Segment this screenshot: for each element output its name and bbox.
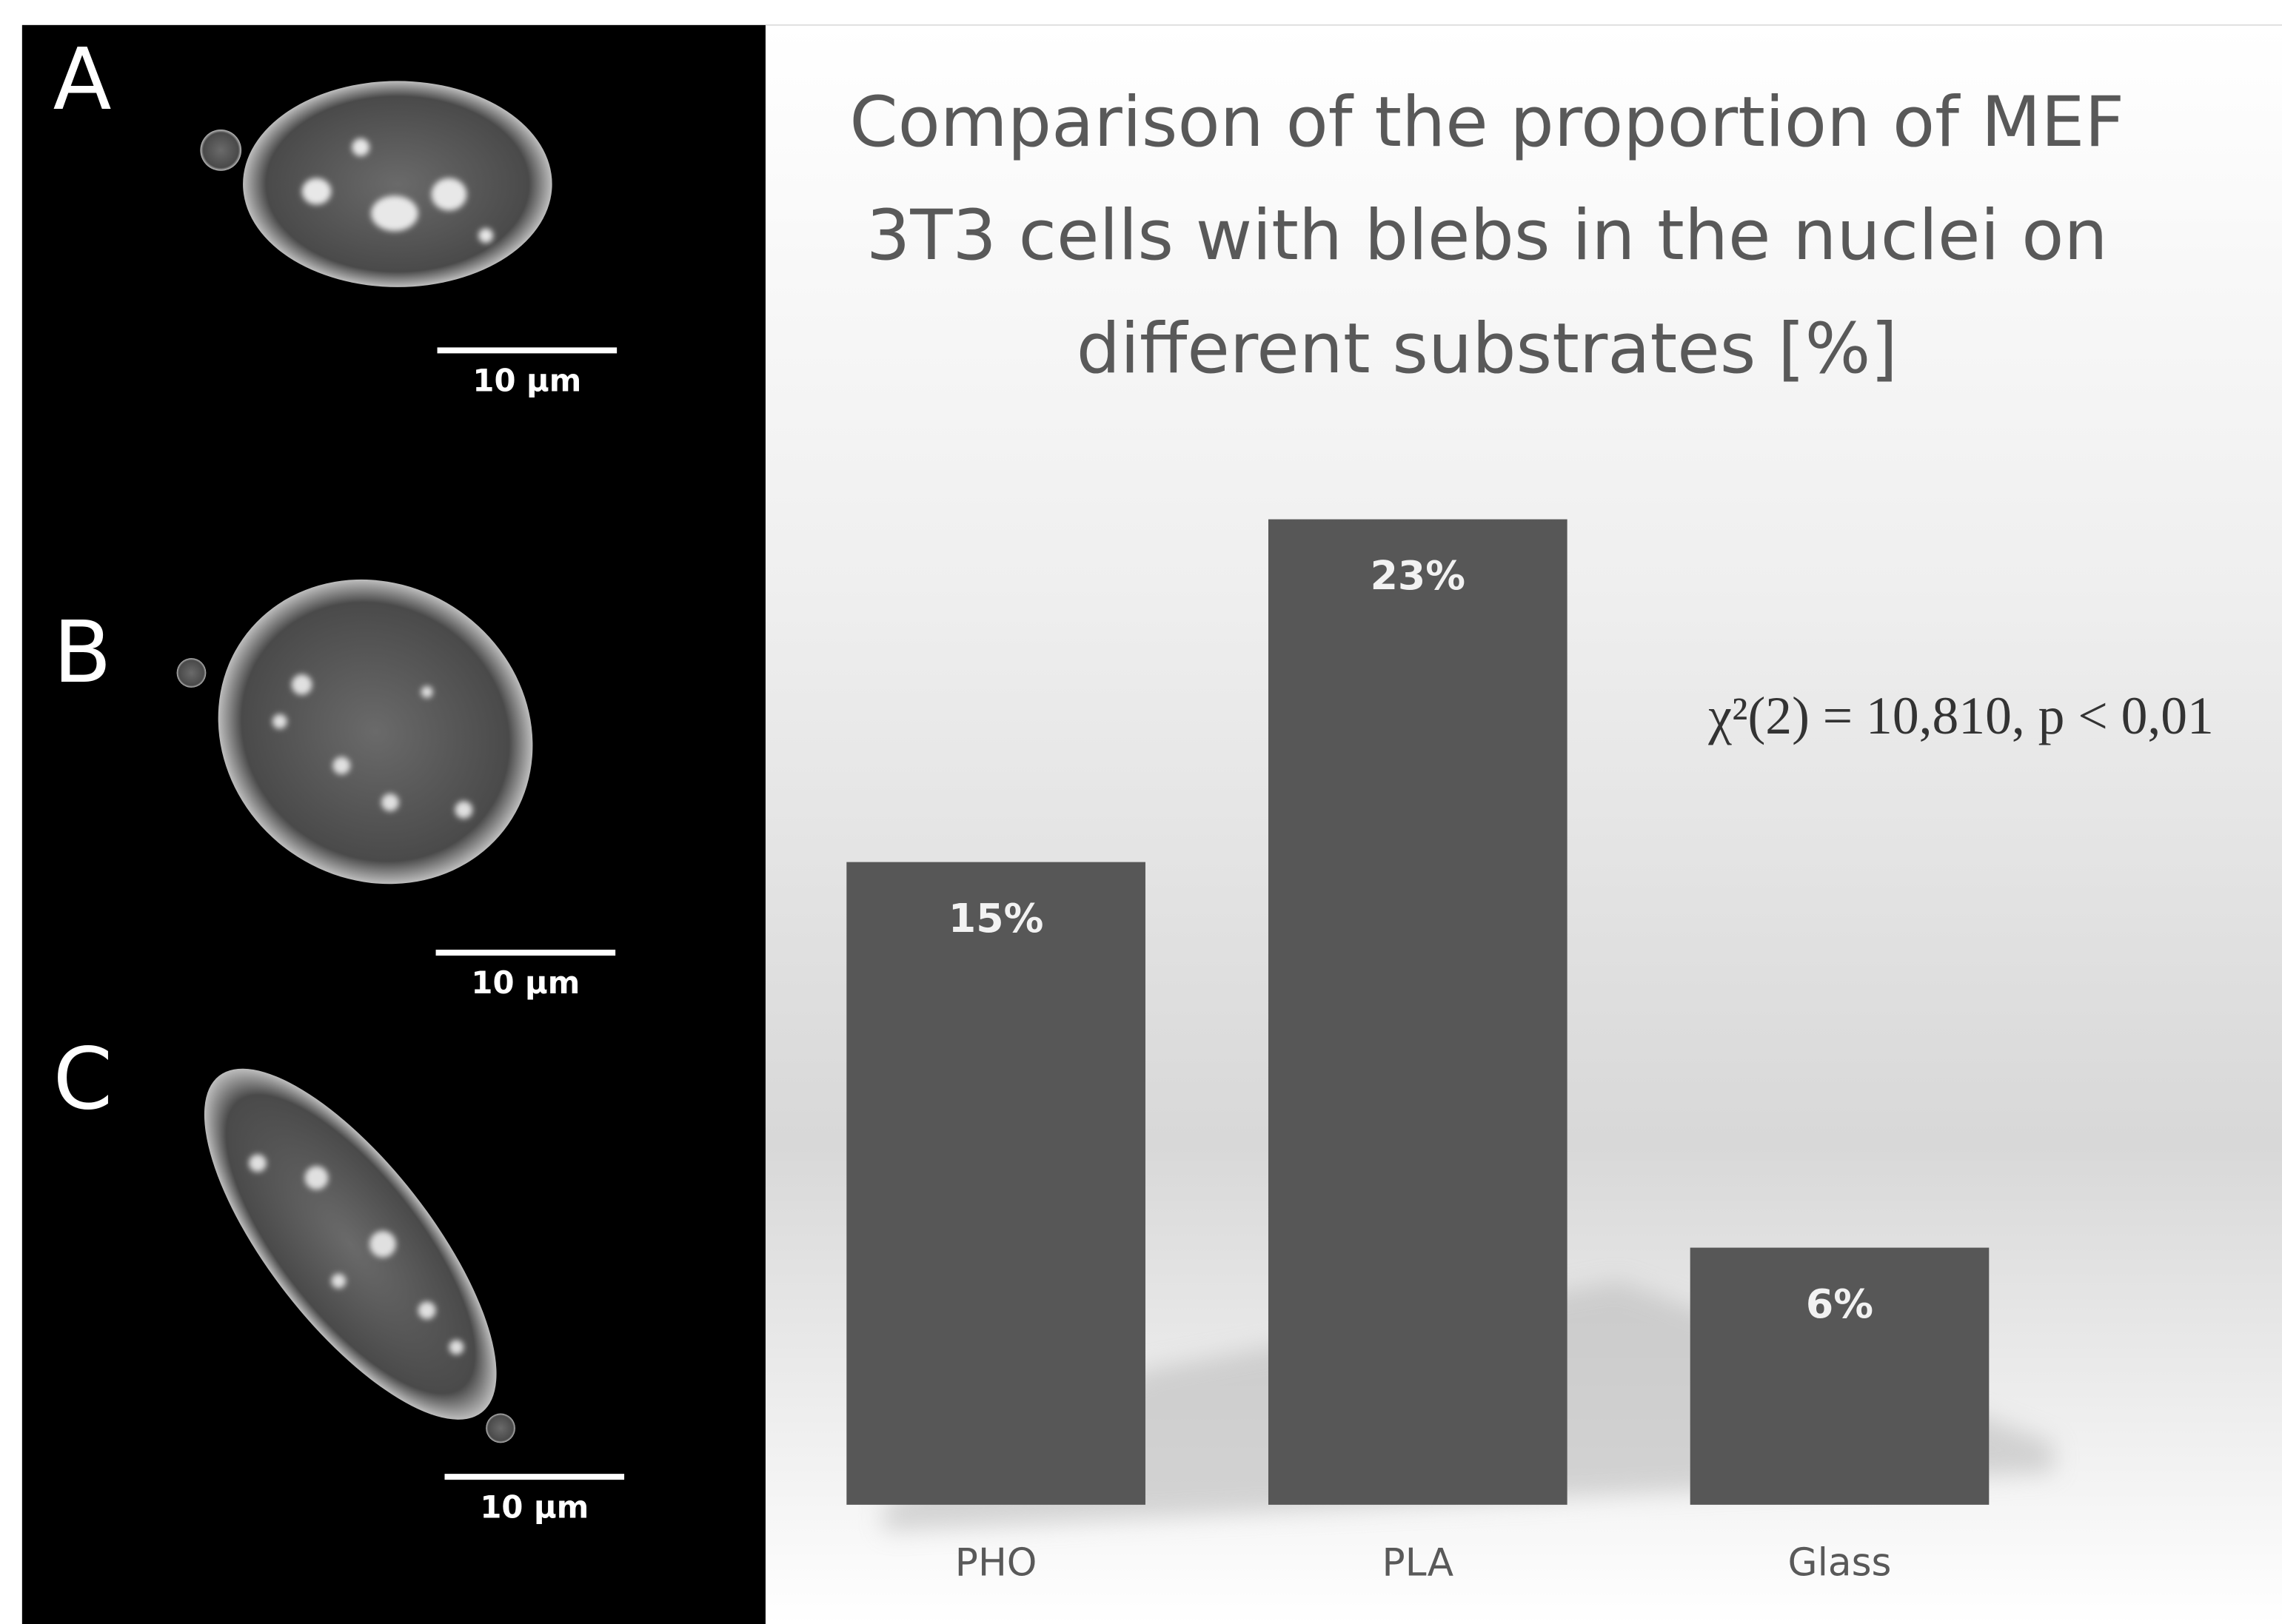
bar [1268, 519, 1567, 1505]
chart-title: Comparison of the proportion of MEF 3T3 … [849, 82, 2125, 391]
value-label: 23% [1371, 552, 1465, 599]
value-label: 15% [948, 895, 1043, 942]
scale-bar-label: 10 µm [471, 964, 580, 1001]
x-tick-label: Glass [1788, 1540, 1892, 1585]
cell-a [200, 81, 552, 287]
x-tick-label: PLA [1382, 1540, 1453, 1585]
cell-b [176, 579, 533, 885]
x-tick-label: PHO [955, 1540, 1037, 1585]
title-box: Comparison of the proportion of MEF 3T3 … [849, 82, 2125, 391]
bar [1690, 1247, 1990, 1505]
value-label: 6% [1806, 1281, 1873, 1327]
cell-c [204, 1068, 515, 1443]
bar [846, 862, 1145, 1505]
panel-label: A [53, 30, 112, 130]
panel-label: B [53, 603, 112, 702]
annotation: χ²(2) = 10,810, p < 0,01 [1707, 687, 2214, 745]
panel-label: C [53, 1030, 113, 1130]
scale-bar-label: 10 µm [472, 363, 581, 399]
scale-bar-label: 10 µm [480, 1489, 589, 1525]
